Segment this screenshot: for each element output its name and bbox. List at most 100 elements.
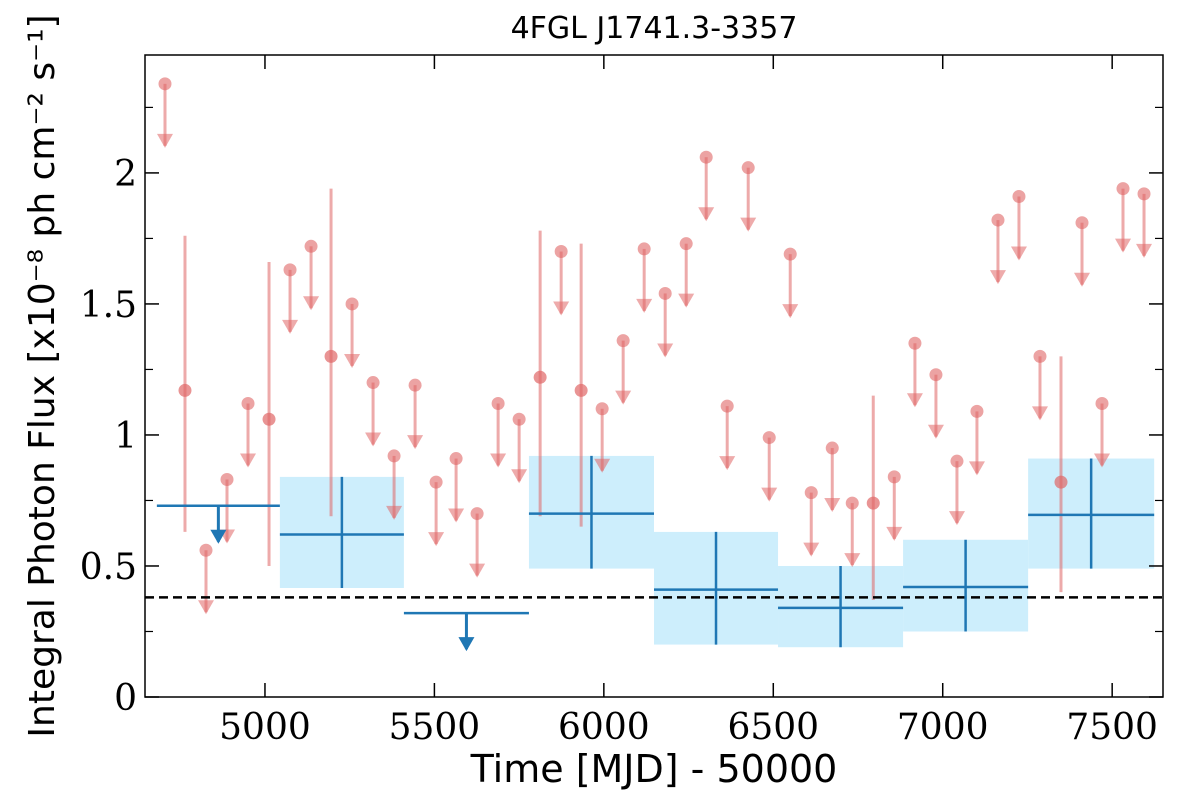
point bbox=[574, 383, 588, 397]
upper-limit-arrow-head bbox=[636, 298, 653, 313]
upper-limit-arrow-head bbox=[469, 563, 486, 578]
point bbox=[429, 475, 443, 489]
upper-limit-arrow-head bbox=[698, 207, 715, 222]
point bbox=[262, 412, 276, 426]
point bbox=[699, 150, 713, 164]
point bbox=[783, 247, 797, 261]
upper-limit-arrow-head bbox=[803, 542, 820, 557]
point bbox=[950, 454, 964, 468]
upper-limit-arrow-head bbox=[719, 456, 736, 471]
upper-limit-arrow-head bbox=[1094, 453, 1111, 468]
point bbox=[762, 431, 776, 445]
point bbox=[283, 263, 297, 277]
point bbox=[554, 245, 568, 259]
y-tick-label: 1.5 bbox=[80, 285, 137, 326]
point bbox=[741, 161, 755, 175]
bin-upper-limit-head bbox=[458, 637, 475, 652]
upper-limit-arrow-head bbox=[782, 304, 799, 319]
upper-limit-arrow-head bbox=[1115, 238, 1132, 253]
upper-limit-arrow-head bbox=[927, 424, 944, 439]
upper-limit-arrow-head bbox=[1010, 246, 1027, 261]
x-tick-label: 7000 bbox=[897, 707, 989, 748]
point bbox=[387, 449, 401, 463]
upper-limit-arrow-head bbox=[282, 319, 299, 334]
upper-limit-arrow-head bbox=[657, 343, 674, 358]
point bbox=[679, 237, 693, 251]
point bbox=[512, 412, 526, 426]
y-tick-label: 0.5 bbox=[80, 547, 137, 588]
point bbox=[533, 370, 547, 384]
point bbox=[991, 213, 1005, 227]
upper-limit-arrow-head bbox=[240, 453, 257, 468]
upper-limit-arrow-head bbox=[615, 390, 632, 405]
x-axis-label: Time [MJD] - 50000 bbox=[470, 747, 838, 791]
upper-limit-arrow-head bbox=[844, 553, 861, 568]
point bbox=[595, 402, 609, 416]
upper-limit-arrow-head bbox=[948, 511, 965, 526]
bin-upper-limit-head bbox=[210, 529, 227, 544]
point bbox=[366, 376, 380, 390]
point bbox=[1116, 182, 1130, 196]
upper-limit-arrow-head bbox=[594, 458, 611, 473]
x-tick-label: 6500 bbox=[727, 707, 819, 748]
point bbox=[449, 452, 463, 466]
upper-limit-arrow-head bbox=[553, 301, 570, 316]
upper-limit-arrow-head bbox=[197, 600, 214, 615]
point bbox=[1137, 187, 1151, 201]
point bbox=[908, 336, 922, 350]
upper-limit-arrow-head bbox=[156, 133, 173, 148]
point bbox=[241, 397, 255, 411]
upper-limit-arrow-head bbox=[407, 435, 424, 450]
y-tick-label: 2 bbox=[114, 154, 137, 195]
upper-limit-arrow-head bbox=[968, 461, 985, 476]
point bbox=[408, 378, 422, 392]
point bbox=[1095, 397, 1109, 411]
x-tick-label: 5500 bbox=[389, 707, 481, 748]
point bbox=[491, 397, 505, 411]
upper-limit-arrow-head bbox=[428, 532, 445, 547]
point bbox=[345, 297, 359, 311]
upper-limit-arrow-head bbox=[344, 353, 361, 368]
y-axis-label: Integral Photon Flux [x10⁻⁸ ph cm⁻² s⁻¹] bbox=[22, 14, 63, 737]
upper-limit-arrow-head bbox=[678, 293, 695, 308]
point bbox=[199, 543, 213, 557]
x-tick-label: 5000 bbox=[219, 707, 311, 748]
upper-limit-arrow-head bbox=[886, 526, 903, 541]
upper-limit-arrow-head bbox=[448, 508, 465, 523]
point bbox=[866, 496, 880, 510]
x-tick-label: 6000 bbox=[558, 707, 650, 748]
upper-limit-arrow-head bbox=[740, 217, 757, 232]
point bbox=[929, 368, 943, 382]
point bbox=[1054, 475, 1068, 489]
point bbox=[470, 507, 484, 521]
y-tick-label: 1 bbox=[114, 416, 137, 457]
point bbox=[637, 242, 651, 256]
upper-limit-arrow-head bbox=[1031, 406, 1048, 421]
point bbox=[845, 496, 859, 510]
point bbox=[658, 286, 672, 300]
point bbox=[825, 441, 839, 455]
point bbox=[324, 349, 338, 363]
x-tick-label: 7500 bbox=[1066, 707, 1158, 748]
upper-limit-arrow-head bbox=[989, 270, 1006, 285]
point bbox=[616, 334, 630, 348]
plot-frame bbox=[144, 54, 1164, 698]
point bbox=[1012, 190, 1026, 204]
point bbox=[1075, 216, 1089, 230]
upper-limit-arrow-head bbox=[386, 505, 403, 520]
point bbox=[1033, 349, 1047, 363]
point bbox=[220, 473, 234, 487]
upper-limit-arrow-head bbox=[303, 296, 320, 311]
upper-limit-arrow-head bbox=[511, 469, 528, 484]
point bbox=[887, 470, 901, 484]
upper-limit-arrow-head bbox=[1136, 243, 1153, 258]
chart-title: 4FGL J1741.3-3357 bbox=[511, 11, 798, 46]
upper-limit-arrow-head bbox=[1074, 272, 1091, 287]
y-tick-label: 0 bbox=[114, 678, 137, 719]
point bbox=[970, 404, 984, 418]
upper-limit-arrow-head bbox=[761, 487, 778, 502]
upper-limit-arrow-head bbox=[490, 453, 507, 468]
upper-limit-arrow-head bbox=[824, 498, 841, 513]
